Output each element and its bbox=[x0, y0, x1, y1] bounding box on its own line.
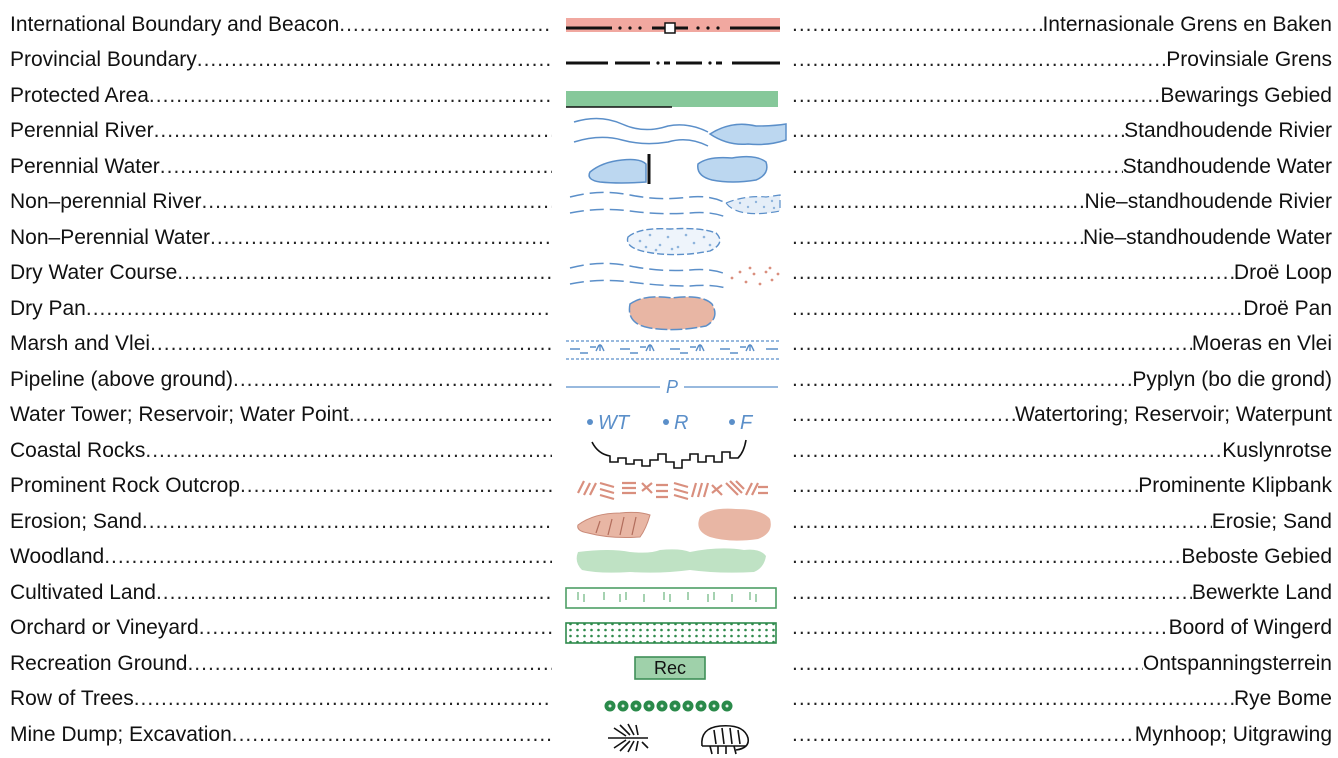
coastal-rocks-symbol bbox=[560, 432, 785, 470]
legend-label-en: Marsh and Vlei bbox=[10, 332, 151, 355]
legend-row-non-perennial-water: Non–Perennial Water.....................… bbox=[0, 223, 1338, 258]
legend-row-row-of-trees: Row of Trees............................… bbox=[0, 684, 1338, 719]
reservoir-label: R bbox=[674, 412, 688, 434]
international-boundary-symbol bbox=[560, 6, 785, 44]
legend-row-protected-area: Protected Area..........................… bbox=[0, 81, 1338, 116]
legend-label-af: Droë Loop bbox=[1233, 261, 1332, 284]
row-of-trees-symbol bbox=[560, 680, 785, 718]
legend-row-rock-outcrop: Prominent Rock Outcrop..................… bbox=[0, 471, 1338, 506]
legend-row-dry-water-course: Dry Water Course .......................… bbox=[0, 258, 1338, 293]
provincial-boundary-symbol bbox=[560, 41, 785, 79]
legend-label-af: Bewerkte Land bbox=[1191, 581, 1332, 604]
legend-row-pipeline: Pipeline (above ground).................… bbox=[0, 365, 1338, 400]
legend-label-en: International Boundary and Beacon bbox=[10, 13, 340, 36]
legend-label-en: Non–Perennial Water bbox=[10, 226, 210, 249]
legend-label-en: Water Tower; Reservoir; Water Point bbox=[10, 403, 349, 426]
legend-label-en: Provincial Boundary bbox=[10, 48, 197, 71]
legend-label-en: Dry Pan bbox=[10, 297, 86, 320]
legend-row-water-tower: Water Tower; Reservoir; Water Point.....… bbox=[0, 400, 1338, 435]
legend-row-dry-pan: Dry Pan.................................… bbox=[0, 294, 1338, 331]
legend-row-recreation: Recreation Ground.......................… bbox=[0, 649, 1338, 684]
orchard-symbol bbox=[560, 609, 785, 647]
legend-label-en: Dry Water Course bbox=[10, 261, 178, 284]
legend-label-en: Non–perennial River bbox=[10, 190, 202, 213]
non-perennial-water-symbol bbox=[560, 219, 785, 257]
legend-row-orchard: Orchard or Vineyard ....................… bbox=[0, 613, 1338, 648]
recreation-symbol: Rec bbox=[560, 645, 785, 683]
woodland-symbol bbox=[560, 538, 785, 576]
legend-row-provincial-boundary: Provincial Boundary.....................… bbox=[0, 45, 1338, 80]
water-tower-label: WT bbox=[598, 412, 631, 434]
erosion-sand-symbol bbox=[560, 503, 785, 541]
legend-label-af: Erosie; Sand bbox=[1211, 510, 1332, 533]
legend-label-af: Nie–standhoudende Water bbox=[1082, 226, 1332, 249]
marsh-symbol bbox=[560, 325, 785, 363]
pipeline-symbol: P bbox=[560, 361, 785, 399]
non-perennial-river-symbol bbox=[560, 183, 785, 221]
legend-row-international-boundary: International Boundary and Beacon.......… bbox=[0, 10, 1338, 45]
legend-label-en: Perennial Water bbox=[10, 155, 160, 178]
legend-row-perennial-water: Perennial Water.........................… bbox=[0, 152, 1338, 187]
legend-label-af: Standhoudende Rivier bbox=[1124, 119, 1332, 142]
legend-label-af: Beboste Gebied bbox=[1181, 545, 1332, 568]
legend-label-af: Provinsiale Grens bbox=[1166, 48, 1332, 71]
legend-label-en: Recreation Ground bbox=[10, 652, 188, 675]
legend-label-en: Row of Trees bbox=[10, 687, 134, 710]
legend-label-en: Coastal Rocks bbox=[10, 439, 146, 462]
legend-label-af: Internasionale Grens en Baken bbox=[1042, 13, 1332, 36]
legend-row-woodland: Woodland ...............................… bbox=[0, 542, 1338, 577]
legend-label-af: Bewarings Gebied bbox=[1160, 84, 1332, 107]
legend-label-af: Pyplyn (bo die grond) bbox=[1132, 368, 1332, 391]
legend-row-cultivated-land: Cultivated Land.........................… bbox=[0, 578, 1338, 613]
legend-label-af: Watertoring; Reservoir; Waterpunt bbox=[1014, 403, 1332, 426]
legend-label-en: Protected Area bbox=[10, 84, 149, 107]
legend-label-en: Prominent Rock Outcrop bbox=[10, 474, 240, 497]
legend-row-marsh: Marsh and Vlei..........................… bbox=[0, 329, 1338, 364]
legend-label-en: Orchard or Vineyard bbox=[10, 616, 199, 639]
legend-label-af: Droë Pan bbox=[1243, 297, 1332, 320]
legend-label-af: Rye Bome bbox=[1233, 687, 1332, 710]
legend-label-en: Mine Dump; Excavation bbox=[10, 723, 232, 746]
mine-dump-symbol bbox=[560, 716, 785, 755]
legend-label-en: Woodland bbox=[10, 545, 105, 568]
legend-label-af: Kuslynrotse bbox=[1222, 439, 1332, 462]
cultivated-land-symbol bbox=[560, 574, 785, 612]
legend-label-en: Pipeline (above ground) bbox=[10, 368, 233, 391]
dry-pan-symbol bbox=[560, 290, 785, 331]
legend-label-af: Nie–standhoudende Rivier bbox=[1084, 190, 1333, 213]
legend-label-en: Erosion; Sand bbox=[10, 510, 142, 533]
perennial-water-symbol bbox=[560, 148, 785, 186]
legend-label-en: Cultivated Land bbox=[10, 581, 156, 604]
legend-label-af: Standhoudende Water bbox=[1122, 155, 1332, 178]
legend-label-af: Boord of Wingerd bbox=[1168, 616, 1332, 639]
legend-row-non-perennial-river: Non–perennial River.....................… bbox=[0, 187, 1338, 222]
legend-row-erosion-sand: Erosion; Sand...........................… bbox=[0, 507, 1338, 542]
legend-label-af: Moeras en Vlei bbox=[1191, 332, 1332, 355]
dry-water-course-symbol bbox=[560, 254, 785, 292]
legend-label-af: Ontspanningsterrein bbox=[1142, 652, 1332, 675]
water-tower-symbol: WT R F bbox=[560, 396, 785, 434]
legend-row-perennial-river: Perennial River.........................… bbox=[0, 116, 1338, 151]
recreation-label: Rec bbox=[654, 658, 686, 678]
rock-outcrop-symbol bbox=[560, 467, 785, 505]
pipeline-label: P bbox=[666, 377, 678, 397]
protected-area-symbol bbox=[560, 77, 785, 115]
legend-label-en: Perennial River bbox=[10, 119, 154, 142]
legend-label-af: Prominente Klipbank bbox=[1138, 474, 1332, 497]
perennial-river-symbol bbox=[560, 112, 787, 150]
water-point-label: F bbox=[740, 412, 754, 434]
legend-row-coastal-rocks: Coastal Rocks...........................… bbox=[0, 436, 1338, 471]
legend-label-af: Mynhoop; Uitgrawing bbox=[1134, 723, 1332, 746]
legend-row-mine-dump: Mine Dump; Excavation ..................… bbox=[0, 720, 1338, 755]
